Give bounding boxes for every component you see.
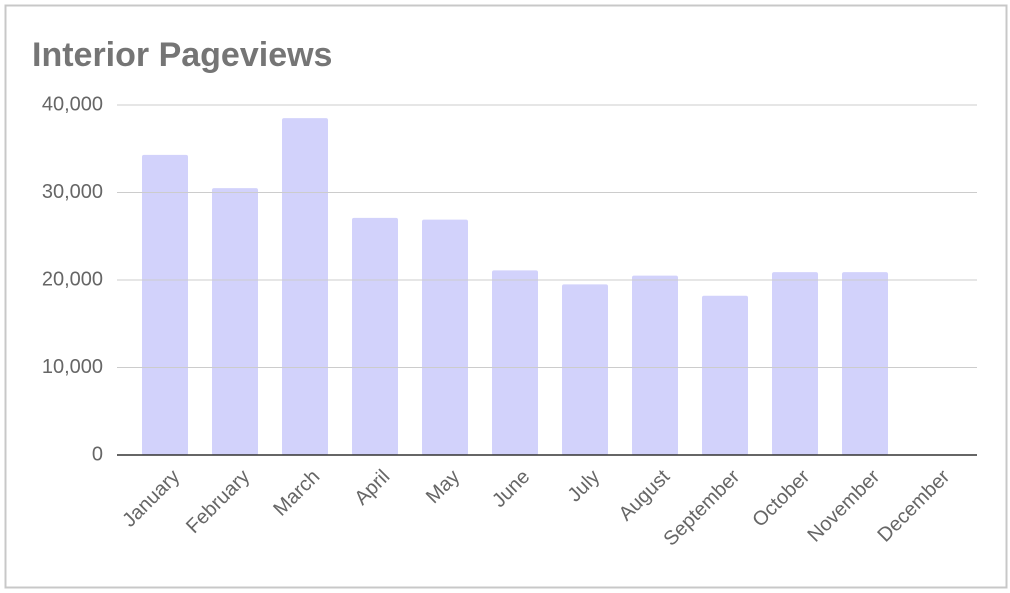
y-tick-label: 0 [92, 443, 103, 465]
bar [562, 284, 608, 455]
bar [772, 272, 818, 455]
chart-title: Interior Pageviews [32, 36, 332, 74]
y-tick-label: 40,000 [42, 93, 103, 115]
y-tick-label: 30,000 [42, 181, 103, 203]
bar [702, 295, 748, 455]
bar [282, 118, 328, 455]
bar [842, 272, 888, 455]
bar [492, 270, 538, 455]
y-tick-label: 20,000 [42, 268, 103, 290]
bar [352, 217, 398, 455]
bar [632, 275, 678, 455]
bar [422, 219, 468, 455]
bar [212, 188, 258, 455]
y-tick-label: 10,000 [42, 356, 103, 378]
bar [142, 154, 188, 455]
